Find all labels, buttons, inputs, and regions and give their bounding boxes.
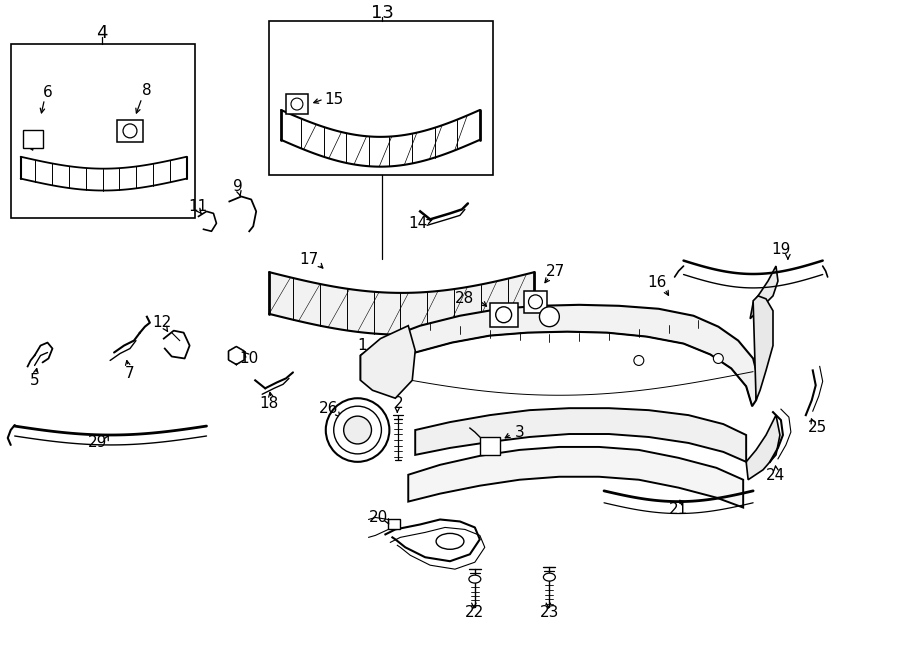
Text: 10: 10	[239, 351, 259, 366]
Ellipse shape	[469, 575, 481, 583]
Ellipse shape	[544, 573, 555, 581]
Bar	[490, 303, 518, 327]
Bar	[269, 20, 492, 175]
Circle shape	[634, 356, 643, 366]
Circle shape	[334, 406, 382, 454]
Bar	[480, 437, 500, 455]
Polygon shape	[229, 346, 244, 364]
Bar	[117, 120, 143, 142]
Bar	[11, 44, 194, 218]
Polygon shape	[409, 447, 743, 508]
Text: 28: 28	[455, 292, 474, 306]
Circle shape	[326, 398, 390, 462]
Polygon shape	[415, 408, 746, 462]
Polygon shape	[753, 296, 773, 400]
Text: 25: 25	[808, 420, 827, 434]
Polygon shape	[361, 305, 758, 406]
Circle shape	[714, 354, 724, 364]
Text: 14: 14	[409, 216, 428, 231]
Text: 4: 4	[96, 24, 108, 42]
Text: 20: 20	[369, 510, 388, 525]
Text: 1: 1	[357, 338, 367, 353]
Circle shape	[344, 416, 372, 444]
Text: 7: 7	[125, 366, 135, 381]
Polygon shape	[361, 326, 415, 398]
Ellipse shape	[436, 533, 464, 549]
Text: 21: 21	[669, 502, 689, 517]
Text: 23: 23	[540, 605, 559, 621]
Text: 13: 13	[371, 3, 394, 22]
Text: 2: 2	[393, 396, 403, 410]
Polygon shape	[746, 415, 780, 480]
Text: 11: 11	[188, 199, 207, 214]
Text: 26: 26	[320, 401, 338, 416]
Text: 29: 29	[87, 436, 107, 450]
Text: 22: 22	[465, 605, 484, 621]
Text: 16: 16	[647, 276, 666, 290]
Text: 17: 17	[300, 252, 319, 266]
Text: 27: 27	[545, 264, 565, 278]
Polygon shape	[750, 266, 778, 319]
Text: 24: 24	[767, 468, 786, 483]
Circle shape	[539, 307, 559, 327]
Text: 9: 9	[233, 179, 243, 194]
Text: 12: 12	[152, 315, 171, 330]
Bar	[389, 520, 400, 529]
Text: 3: 3	[515, 424, 525, 440]
Text: 19: 19	[771, 242, 790, 256]
Bar	[286, 94, 308, 114]
Text: 18: 18	[259, 396, 279, 410]
Text: 15: 15	[324, 92, 343, 106]
Text: 8: 8	[142, 83, 152, 98]
Bar	[22, 130, 42, 148]
Text: 6: 6	[42, 85, 52, 100]
Bar	[524, 291, 547, 313]
Text: 5: 5	[30, 373, 40, 388]
